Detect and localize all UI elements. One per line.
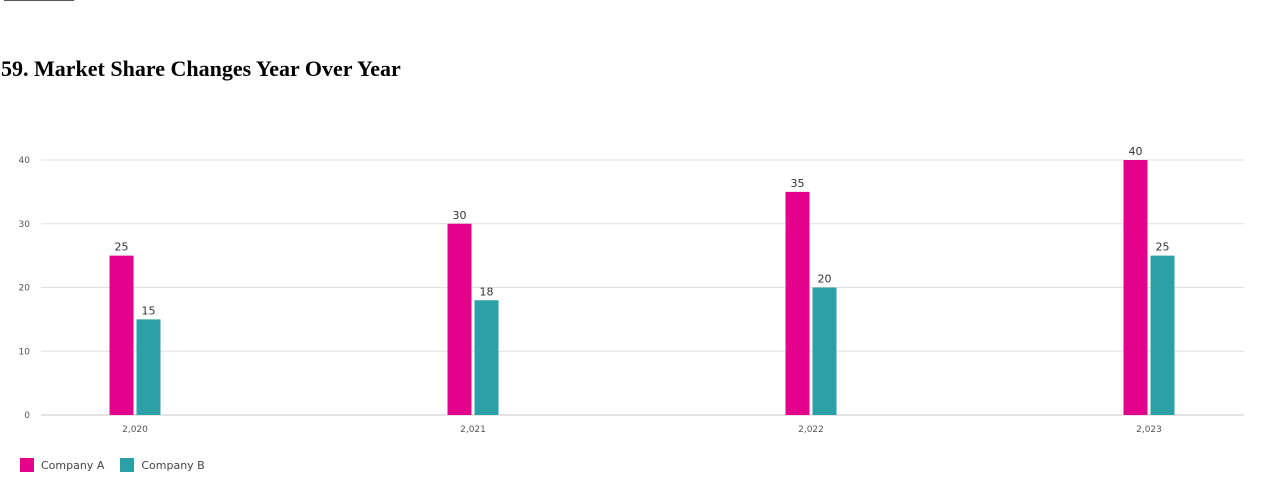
data-label: 15 <box>142 304 156 317</box>
bar-company-b <box>136 319 161 415</box>
bar-company-b <box>812 287 837 415</box>
legend-item-company-b[interactable]: Company B <box>120 458 205 472</box>
data-label: 25 <box>115 241 129 254</box>
bar-company-a <box>447 223 472 415</box>
x-tick-label: 2,021 <box>460 425 486 435</box>
legend-swatch-company-b <box>120 458 135 472</box>
y-tick-label: 30 <box>19 220 31 230</box>
y-tick-label: 40 <box>19 156 31 166</box>
x-tick-label: 2,022 <box>798 425 824 435</box>
chart-legend: Company A Company B <box>20 458 221 472</box>
legend-label-company-a: Company A <box>41 458 105 472</box>
data-label: 25 <box>1156 241 1170 254</box>
legend-swatch-company-a <box>20 458 34 472</box>
legend-item-company-a[interactable]: Company A <box>20 458 104 472</box>
y-tick-label: 20 <box>19 284 31 294</box>
data-label: 20 <box>818 273 832 286</box>
x-tick-label: 2,023 <box>1136 425 1162 435</box>
page-title: 59. Market Share Changes Year Over Year <box>1 56 401 81</box>
data-label: 18 <box>480 285 494 298</box>
bar-company-b <box>1150 255 1175 415</box>
data-label: 40 <box>1129 145 1143 158</box>
x-tick-label: 2,020 <box>122 425 148 435</box>
bar-company-a <box>109 255 134 415</box>
top-divider <box>4 0 74 1</box>
data-label: 35 <box>791 177 805 190</box>
legend-label-company-b: Company B <box>141 458 205 472</box>
bar-company-a <box>1123 160 1148 415</box>
y-tick-label: 10 <box>19 347 31 357</box>
y-tick-label: 0 <box>24 411 30 421</box>
bar-company-a <box>785 191 810 415</box>
bar-company-b <box>474 300 499 415</box>
bar-chart: 0 10 20 30 40 25 15 2,020 30 18 2,021 35 20 2,022 40 25… <box>19 145 1244 435</box>
data-label: 30 <box>453 209 467 222</box>
